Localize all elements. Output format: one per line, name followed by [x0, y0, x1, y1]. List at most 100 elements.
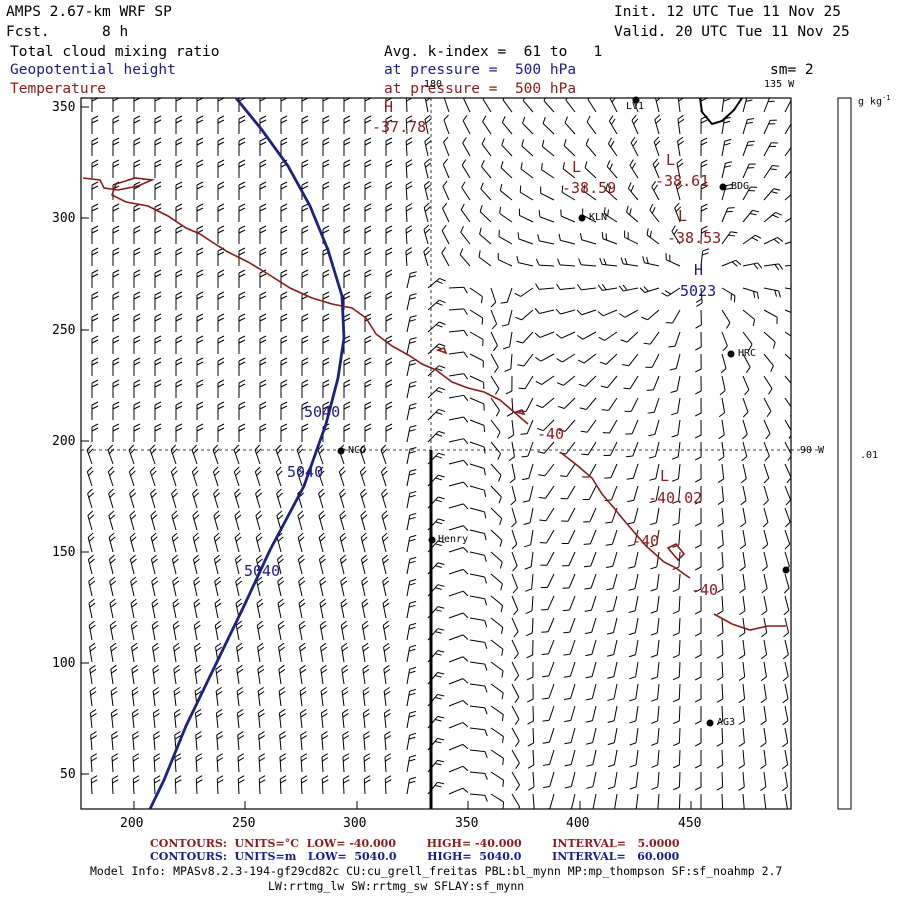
wind-barb	[423, 180, 431, 201]
wind-barb	[557, 375, 576, 386]
wind-barb	[175, 379, 183, 398]
wind-barb	[672, 661, 681, 681]
wind-barb	[193, 576, 201, 597]
wind-barb	[694, 617, 702, 637]
x-tick-300: 300	[343, 816, 367, 831]
wind-barb	[760, 683, 767, 704]
wind-barb	[214, 576, 222, 597]
wind-barb	[650, 573, 660, 592]
wind-barb	[91, 181, 99, 200]
wind-barb	[784, 166, 791, 179]
wind-barb	[561, 185, 576, 201]
wind-barb	[132, 731, 140, 751]
wind-barb	[238, 181, 246, 200]
wind-barb	[763, 485, 769, 506]
wind-barb	[516, 331, 534, 344]
wind-barb	[132, 775, 140, 795]
wind-barb	[671, 463, 681, 482]
wind-barb	[154, 379, 162, 398]
y-tick-300: 300	[52, 211, 76, 226]
wind-barb	[300, 775, 308, 795]
wind-barb	[782, 705, 789, 726]
wind-barb	[560, 485, 576, 500]
wind-barb	[363, 731, 371, 751]
wind-barb	[298, 620, 306, 641]
wind-barb	[109, 598, 117, 619]
wind-barb	[362, 709, 370, 729]
wind-barb	[364, 401, 372, 420]
wind-barb	[112, 159, 120, 178]
wind-barb	[462, 114, 471, 135]
wind-barb	[280, 423, 288, 442]
wind-barb	[586, 771, 597, 789]
wind-barb	[133, 98, 141, 112]
wind-barb	[469, 287, 483, 304]
wind-barb	[322, 357, 330, 376]
wind-barb	[649, 203, 660, 223]
wind-barb	[651, 181, 660, 201]
wind-barb	[507, 419, 515, 439]
wind-barb	[423, 246, 431, 267]
colorbar-unit: g kg-1	[858, 94, 891, 108]
wind-barb	[763, 419, 771, 440]
wind-barb	[213, 532, 221, 553]
wind-barb	[564, 749, 576, 767]
wind-barb	[318, 510, 326, 531]
wind-barb	[490, 507, 503, 526]
wind-barb	[154, 357, 162, 376]
wind-barb	[259, 159, 267, 178]
wind-barb	[563, 683, 576, 700]
wind-barb	[676, 158, 684, 179]
wind-barb	[196, 247, 204, 266]
wind-barb	[511, 793, 521, 809]
wind-barb	[255, 488, 262, 509]
wind-barb	[406, 403, 417, 421]
wind-barb	[383, 642, 390, 663]
wind-barb	[511, 551, 518, 572]
wind-barb	[763, 331, 776, 349]
wind-barb	[448, 765, 469, 773]
wind-barb	[364, 247, 372, 266]
footer-model-info: Model Info: MPASv8.2.3-194-gf29cd82c CU:…	[90, 864, 783, 878]
wind-barb	[217, 115, 225, 134]
wind-barb	[91, 379, 99, 398]
wind-barb	[91, 115, 99, 134]
wind-barb	[443, 136, 450, 157]
wind-barb	[258, 731, 266, 751]
wind-barb	[175, 335, 183, 354]
wind-barb	[340, 576, 348, 597]
station-label-henry: Henry	[438, 534, 469, 545]
wind-barb	[716, 595, 724, 615]
wind-barb	[700, 248, 710, 267]
wind-barb	[560, 209, 576, 223]
wind-barb	[541, 661, 555, 678]
wind-barb	[542, 727, 555, 744]
wind-barb	[87, 488, 94, 509]
wind-barb	[279, 753, 287, 773]
wind-barb	[427, 299, 446, 311]
wind-barb	[154, 203, 162, 222]
wind-barb	[237, 775, 245, 795]
wind-barb	[258, 753, 266, 773]
wind-barb	[564, 116, 576, 135]
wind-barb	[521, 139, 534, 157]
wind-barb	[654, 114, 662, 135]
wind-barb	[151, 598, 159, 619]
y-tick-350: 350	[52, 100, 76, 115]
wind-barb	[583, 184, 597, 201]
wind-barb	[299, 709, 307, 729]
wind-barb	[424, 114, 432, 135]
wind-barb	[175, 98, 183, 112]
wind-barb	[585, 639, 597, 657]
wind-barb	[424, 98, 432, 113]
wind-barb	[784, 507, 791, 528]
wind-barb	[565, 98, 576, 113]
wind-barb	[151, 576, 159, 597]
wind-barb	[603, 207, 618, 223]
wind-barb	[343, 401, 351, 420]
wind-barb	[405, 137, 413, 157]
wind-barb	[280, 98, 288, 112]
wind-barb	[364, 269, 372, 288]
wind-barb	[718, 397, 726, 418]
wind-barb	[175, 357, 183, 376]
